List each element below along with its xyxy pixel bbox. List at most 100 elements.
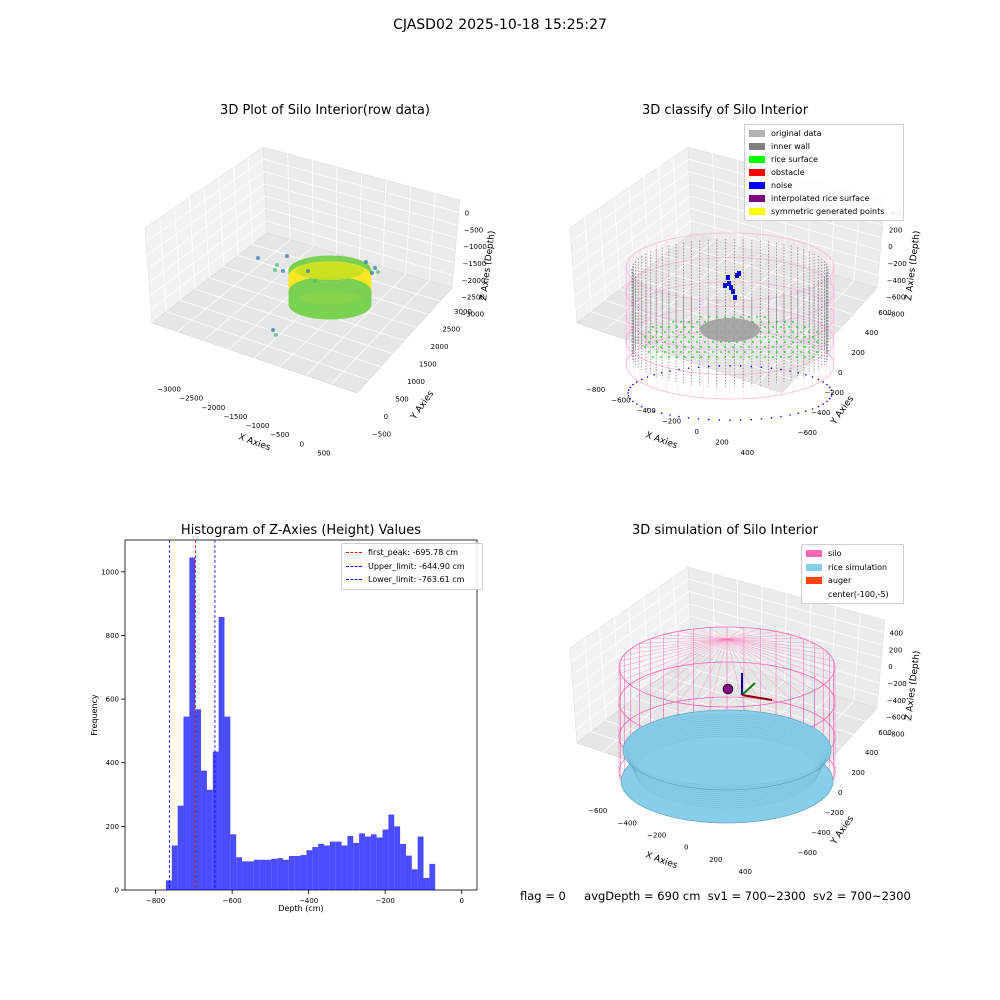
histogram-bar	[382, 829, 389, 890]
rice-surface-point	[748, 316, 750, 318]
z-tick-label: 0	[888, 243, 892, 251]
tick-labels: −800 −600 −400 −200 0 200 400 −600 −400 −200 0 200 4…	[586, 209, 907, 456]
y-tick-label: 400	[106, 759, 119, 767]
noise-point	[780, 368, 782, 371]
legend-swatch	[806, 577, 822, 585]
rice-surface-point	[724, 356, 726, 358]
rice-surface-point	[696, 321, 698, 323]
noise-point	[770, 367, 773, 369]
noise-point	[707, 365, 710, 368]
rice-surface-point	[768, 341, 770, 343]
y-tick-label: 0	[384, 413, 388, 421]
z-tick-label: −1000	[463, 243, 487, 251]
grid-line	[688, 578, 884, 633]
x-axis-label: X Axies	[237, 432, 272, 453]
legend-label: symmetric generated points	[771, 207, 885, 216]
grid-line	[174, 207, 182, 301]
rice-mesh-line	[634, 733, 820, 807]
rice-surface-point	[660, 346, 662, 348]
rice-surface-point	[664, 351, 666, 353]
histogram-bar	[294, 855, 301, 890]
noise-point	[636, 381, 638, 383]
outlier-point	[376, 270, 380, 274]
rice-surface-point	[688, 351, 690, 353]
grid-line	[690, 195, 881, 251]
rice-surface-point	[644, 346, 646, 348]
histogram-bar	[370, 834, 377, 890]
outlier-point	[285, 254, 289, 258]
y-tick-label: 1500	[419, 360, 437, 368]
rice-surface-point	[652, 326, 654, 328]
rice-surface-point	[668, 346, 670, 348]
y-tick-label: 0	[115, 887, 119, 895]
rice-surface-point	[796, 356, 798, 358]
grid-line	[613, 197, 621, 290]
grid-line	[689, 591, 883, 646]
noise-point	[629, 386, 632, 389]
rice-surface-point	[780, 356, 782, 358]
histogram-bar	[212, 751, 219, 890]
noise-point	[627, 389, 630, 391]
grid-line	[599, 207, 607, 301]
histogram-bar	[312, 847, 319, 890]
legend-label: Upper_limit: -644.90 cm	[368, 561, 465, 571]
grid-line	[643, 177, 650, 267]
outlier-point	[306, 269, 310, 273]
noise-point	[797, 371, 800, 374]
rice-surface-point	[652, 356, 654, 358]
y-tick-label: 1000	[407, 378, 425, 386]
x-tick-label: −1500	[224, 413, 248, 421]
histogram-bar	[429, 863, 436, 890]
rice-surface-point	[744, 351, 746, 353]
outlier-point	[275, 263, 279, 267]
grid-line	[760, 586, 763, 674]
legend-label: Lower_limit: -763.61 cm	[368, 575, 465, 584]
noise-point	[627, 392, 629, 394]
noise-point	[697, 366, 700, 368]
x-tick-label: −800	[146, 897, 165, 905]
rice-surface-point	[668, 336, 670, 338]
rice-surface-point	[680, 341, 682, 343]
grid-line	[311, 160, 314, 247]
grid-line	[663, 675, 854, 735]
grid-line	[691, 220, 879, 276]
y-axis-label: Y Axies	[829, 814, 857, 847]
rice-surface-point	[776, 321, 778, 323]
noise-cluster	[726, 275, 730, 280]
x-tick-label: −600	[611, 397, 630, 405]
legend-label: inner wall	[771, 142, 811, 151]
y-tick-label: 200	[106, 823, 119, 831]
silo-roof-edge	[726, 638, 815, 644]
noise-cluster	[723, 283, 727, 288]
histogram-bar	[265, 859, 272, 890]
grid-line	[712, 573, 716, 660]
rice-mesh-line	[626, 717, 828, 791]
rice-surface-point	[764, 316, 766, 318]
histogram-bar	[277, 858, 284, 890]
rice-surface-point	[784, 331, 786, 333]
rice-surface-point	[700, 356, 702, 358]
rice-surface-point	[796, 336, 798, 338]
noise-point	[739, 419, 742, 421]
noise-point	[718, 419, 721, 421]
noise-point	[811, 408, 814, 410]
legend-item: rice surface	[749, 153, 899, 166]
rice-mesh-line	[628, 721, 826, 795]
histogram-bar	[177, 805, 184, 890]
histogram-bar	[411, 869, 418, 890]
z-tick-label: −1500	[463, 260, 487, 268]
silo-roof-edge	[726, 638, 834, 661]
rice-surface-point	[760, 341, 762, 343]
noise-point	[669, 370, 671, 372]
z-tick-label: −200	[888, 260, 907, 268]
histogram-bar	[206, 789, 213, 890]
rice-mesh-line	[629, 723, 825, 797]
rice-mesh-line	[625, 715, 829, 789]
histogram-bar	[230, 834, 237, 890]
y-tick-label: 1000	[101, 568, 119, 576]
noise-point	[629, 397, 632, 400]
rice-surface-point	[800, 341, 802, 343]
histogram-bar	[306, 850, 313, 890]
simulation-3d-plot: X Axies Y Axies Z Axies (Depth) −600 −400…	[569, 566, 923, 876]
grid-line	[634, 277, 830, 341]
